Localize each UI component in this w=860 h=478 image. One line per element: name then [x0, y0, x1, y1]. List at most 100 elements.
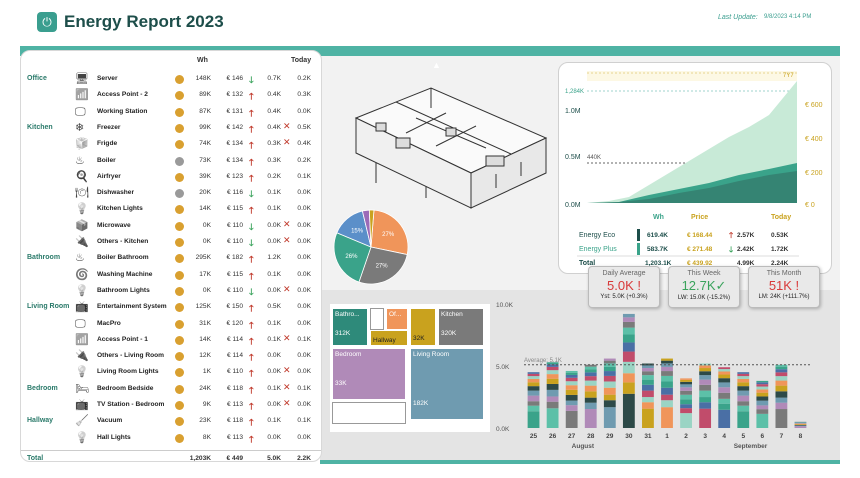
device-delta: 0.1K	[267, 335, 281, 343]
device-cost: € 131	[226, 107, 243, 115]
table-row[interactable]: Kitchen ❄ Freezer 99K € 142 🡑 0.4K ✕ 0.5K	[21, 120, 321, 136]
table-row[interactable]: Hallway 🧹 Vacuum 23K € 118 🡑 0.1K 0.1K	[21, 413, 321, 429]
table-row[interactable]: Living Room 📺 Entertainment System 125K € 15…	[21, 299, 321, 315]
table-row[interactable]: 📺 TV Station - Bedroom 9K € 113 🡑 0.0K ✕ 0.0K	[21, 397, 321, 413]
device-name: TV Station - Bedroom	[97, 401, 165, 408]
treemap-office[interactable]: Of...	[386, 308, 408, 330]
table-row[interactable]: 📦 Microwave 0K € 110 🡓 0.0K ✕ 0.0K	[21, 218, 321, 234]
bar-segment	[622, 327, 635, 335]
treemap-bedroom[interactable]: Bedroom 33K	[332, 348, 406, 400]
treemap-office-white[interactable]	[370, 308, 384, 330]
table-row[interactable]: 💡 Hall Lights 8K € 113 🡑 0.0K 0.0K	[21, 430, 321, 446]
table-row[interactable]: Office 🖥 Server 148K € 146 🡓 0.7K 0.2K	[21, 71, 321, 87]
bulb-icon: 💡	[75, 202, 89, 216]
bar-segment	[699, 390, 712, 398]
last-update-value: 9/8/2023 4:14 PM	[764, 14, 812, 20]
table-row[interactable]: ♨ Boiler 73K € 134 🡑 0.3K 0.2K	[21, 153, 321, 169]
bar-segment	[737, 373, 750, 377]
table-total-row: Total 1,203K € 449 5.0K 2.2K	[21, 449, 321, 466]
device-delta: 0.1K	[267, 417, 281, 425]
boiler-icon: ♨	[75, 251, 85, 265]
bar-segment	[584, 397, 597, 403]
device-cost: € 132	[226, 91, 243, 99]
device-delta: 0.1K	[267, 319, 281, 327]
room-group-label: Living Room	[27, 303, 70, 311]
device-cost: € 110	[226, 238, 243, 245]
bar-segment	[756, 405, 769, 410]
device-today: 0.4K	[297, 140, 311, 148]
kpi-daily-average[interactable]: Daily Average 5.0K ! Yst: 5.0K (+0.3%)	[588, 266, 660, 308]
bar-segment	[565, 381, 578, 386]
bar-segment	[546, 408, 559, 428]
washer-icon: 🌀	[75, 267, 89, 281]
table-row[interactable]: 🍽 Dishwasher 20K € 116 🡓 0.1K 0.0K	[21, 185, 321, 201]
warning-x-icon: ✕	[283, 121, 291, 132]
plug-icon: 🔌	[75, 235, 89, 248]
table-row[interactable]: Bathroom ♨ Boiler Bathroom 295K € 182 🡑 1.2K 0.…	[21, 250, 321, 266]
device-today: 0.1K	[297, 172, 311, 180]
collapse-arrow-icon[interactable]: ▲	[432, 60, 441, 70]
table-row[interactable]: 🔌 Others - Living Room 12K € 114 🡑 0.0K 0.0K	[21, 348, 321, 364]
header: ⏻ Energy Report 2023 Last Update: 9/8/20…	[0, 0, 860, 44]
treemap-hallway-value[interactable]: 32K	[410, 308, 436, 346]
table-row[interactable]: 🖵 MacPro 31K € 120 🡑 0.1K 0.0K	[21, 316, 321, 332]
kpi-this-week[interactable]: This Week 12.7K✓ LW: 15.0K (-15.2%)	[668, 266, 740, 308]
bar-segment	[737, 395, 750, 402]
legend-energy-eco: Energy Eco	[579, 232, 615, 239]
warning-x-icon: ✕	[283, 399, 291, 409]
device-today: 0.1K	[297, 384, 311, 392]
table-row[interactable]: 🖵 Working Station 87K € 131 🡑 0.4K 0.0K	[21, 104, 321, 120]
bar-segment	[737, 411, 750, 428]
total-cost: € 449	[226, 454, 243, 462]
device-wh: 24K	[199, 384, 211, 392]
bar-segment	[794, 424, 807, 426]
bar-segment	[622, 361, 635, 374]
table-row[interactable]: 🌀 Washing Machine 17K € 115 🡑 0.1K 0.0K	[21, 267, 321, 283]
treemap-living-room[interactable]: Living Room 182K	[410, 348, 484, 420]
treemap-kitchen[interactable]: Kitchen 320K	[438, 308, 484, 346]
bar-segment	[699, 368, 712, 372]
arrow-up-icon: 🡑	[249, 92, 254, 103]
device-cost: € 116	[226, 189, 243, 197]
device-cost: € 123	[226, 172, 243, 180]
table-row[interactable]: 🍳 Airfryer 39K € 123 🡑 0.2K 0.1K	[21, 169, 321, 185]
device-wh: 23K	[199, 417, 211, 425]
device-today: 0.1K	[297, 417, 311, 425]
power-icon[interactable]: ⏻	[37, 12, 57, 32]
bar-segment	[565, 389, 578, 395]
table-row[interactable]: Bedroom 🛏 Bedroom Bedside 24K € 118 🡑 0.1K ✕ 0.1…	[21, 381, 321, 397]
device-name: Others - Kitchen	[97, 238, 149, 245]
arrow-up-icon: 🡑	[249, 271, 254, 282]
treemap-hallway[interactable]: Hallway	[370, 330, 408, 346]
bar-segment	[527, 395, 540, 402]
table-row[interactable]: 📶 Access Point - 1 14K € 114 🡑 0.1K ✕ 0.1K	[21, 332, 321, 348]
table-row[interactable]: 💡 Kitchen Lights 14K € 115 🡑 0.1K 0.0K	[21, 201, 321, 217]
bar-segment	[737, 386, 750, 391]
bar-segment	[756, 409, 769, 414]
treemap-empty-room[interactable]	[332, 402, 406, 424]
bar-segment	[775, 369, 788, 373]
device-cost: € 120	[226, 319, 243, 327]
bar-segment	[642, 368, 654, 372]
bar-segment	[584, 372, 597, 377]
kpi-this-month[interactable]: This Month 51K ! LM: 24K (+111.7%)	[748, 266, 820, 308]
table-row[interactable]: 🧊 Frigde 74K € 134 🡑 0.3K ✕ 0.4K	[21, 136, 321, 152]
device-name: Washing Machine	[97, 270, 153, 278]
pie-slice	[368, 209, 375, 248]
bar-segment	[775, 402, 788, 410]
device-name: Access Point - 1	[97, 335, 148, 343]
table-row[interactable]: 🔌 Others - Kitchen 0K € 110 🡓 0.0K ✕ 0.0K	[21, 234, 321, 250]
arrow-up-icon: 🡑	[249, 124, 254, 135]
status-dot	[175, 319, 184, 329]
arrow-up-icon: 🡑	[249, 353, 254, 364]
table-row[interactable]: 📶 Access Point - 2 89K € 132 🡑 0.4K 0.3K	[21, 87, 321, 103]
bar-segment	[527, 390, 540, 396]
table-row[interactable]: 💡 Bathroom Lights 0K € 110 🡓 0.0K ✕ 0.0K	[21, 283, 321, 299]
bar-segment	[661, 371, 673, 376]
table-row[interactable]: 💡 Living Room Lights 1K € 110 🡑 0.0K ✕ 0.0K	[21, 364, 321, 380]
device-cost: € 146	[226, 75, 243, 82]
treemap-bathroom[interactable]: Bathro... 312K	[332, 308, 368, 346]
device-name: Others - Living Room	[97, 352, 165, 360]
accent-band	[20, 46, 840, 56]
bar-segment	[584, 369, 597, 373]
